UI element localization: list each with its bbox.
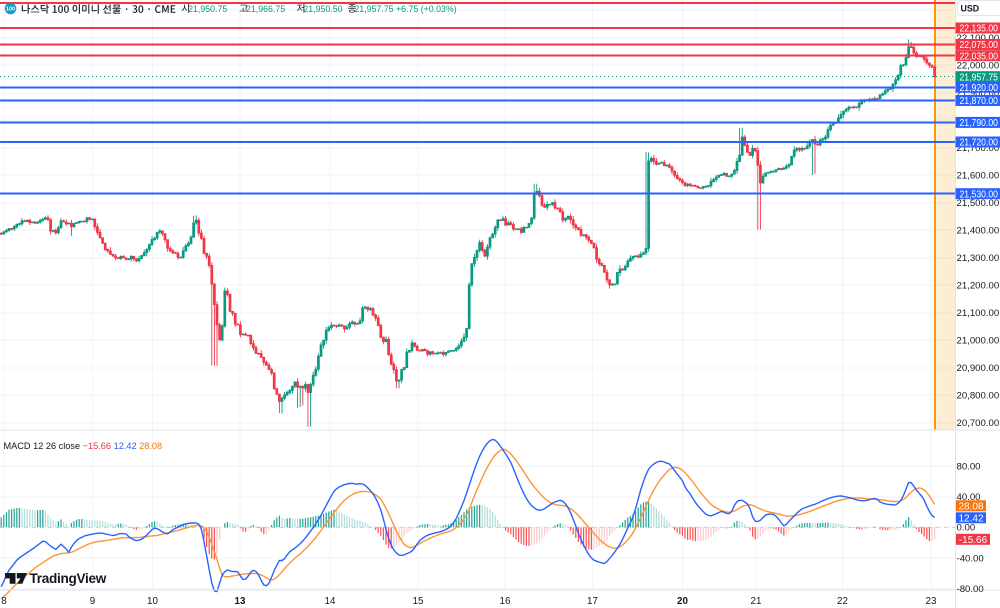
svg-text:10: 10 <box>147 596 158 607</box>
svg-text:+6.75 (+0.03%): +6.75 (+0.03%) <box>396 4 457 14</box>
svg-text:15: 15 <box>413 596 424 607</box>
svg-text:14: 14 <box>325 596 336 607</box>
svg-text:40.00: 40.00 <box>957 492 981 503</box>
svg-text:21,700.00: 21,700.00 <box>957 143 1000 154</box>
svg-text:20: 20 <box>677 596 688 607</box>
svg-text:80.00: 80.00 <box>957 461 981 472</box>
svg-text:16: 16 <box>500 596 511 607</box>
svg-text:21,966.75: 21,966.75 <box>246 4 285 14</box>
svg-text:22,135.00: 22,135.00 <box>960 24 999 35</box>
svg-text:21,920.00: 21,920.00 <box>960 83 999 94</box>
svg-text:20,800.00: 20,800.00 <box>957 391 1000 402</box>
svg-text:22: 22 <box>837 596 848 607</box>
svg-text:20,700.00: 20,700.00 <box>957 418 1000 429</box>
svg-text:-15.66: -15.66 <box>959 535 988 546</box>
svg-text:21,600.00: 21,600.00 <box>957 171 1000 182</box>
svg-text:23: 23 <box>926 596 937 607</box>
svg-text:21,400.00: 21,400.00 <box>957 226 1000 237</box>
svg-text:21,720.00: 21,720.00 <box>960 138 999 149</box>
svg-text:28.08: 28.08 <box>958 501 983 512</box>
svg-text:100: 100 <box>6 7 15 13</box>
svg-text:21,950.75: 21,950.75 <box>188 4 227 14</box>
svg-text:22,075.00: 22,075.00 <box>960 40 999 51</box>
svg-text:21,100.00: 21,100.00 <box>957 308 1000 319</box>
svg-text:0.00: 0.00 <box>957 523 976 534</box>
svg-text:13: 13 <box>235 596 246 607</box>
svg-text:21: 21 <box>751 596 762 607</box>
svg-text:22,000.00: 22,000.00 <box>957 61 1000 72</box>
svg-text:MACD 12 26 close −15.66 12.42: MACD 12 26 close −15.66 12.42 28.08 <box>4 441 163 451</box>
svg-text:20,900.00: 20,900.00 <box>957 363 1000 374</box>
svg-text:8: 8 <box>1 596 7 607</box>
svg-text:17: 17 <box>587 596 598 607</box>
svg-text:21,950.50: 21,950.50 <box>303 4 342 14</box>
svg-text:USD: USD <box>961 3 980 13</box>
svg-text:21,957.75: 21,957.75 <box>960 72 999 83</box>
svg-text:21,957.75: 21,957.75 <box>354 4 393 14</box>
svg-text:21,200.00: 21,200.00 <box>957 281 1000 292</box>
svg-text:12.42: 12.42 <box>958 513 983 524</box>
svg-text:22,100.00: 22,100.00 <box>957 33 1000 44</box>
svg-text:22,035.00: 22,035.00 <box>960 51 999 62</box>
svg-text:21,000.00: 21,000.00 <box>957 336 1000 347</box>
svg-text:21,530.00: 21,530.00 <box>960 189 999 200</box>
svg-text:9: 9 <box>90 596 95 607</box>
svg-text:21,500.00: 21,500.00 <box>957 198 1000 209</box>
svg-text:21,870.00: 21,870.00 <box>960 96 999 107</box>
svg-text:-40.00: -40.00 <box>957 553 984 564</box>
svg-text:TradingView: TradingView <box>30 571 107 586</box>
svg-text:21,900.00: 21,900.00 <box>957 88 1000 99</box>
svg-text:21,300.00: 21,300.00 <box>957 253 1000 264</box>
svg-text:21,790.00: 21,790.00 <box>960 118 999 129</box>
svg-text:-80.00: -80.00 <box>957 584 984 595</box>
